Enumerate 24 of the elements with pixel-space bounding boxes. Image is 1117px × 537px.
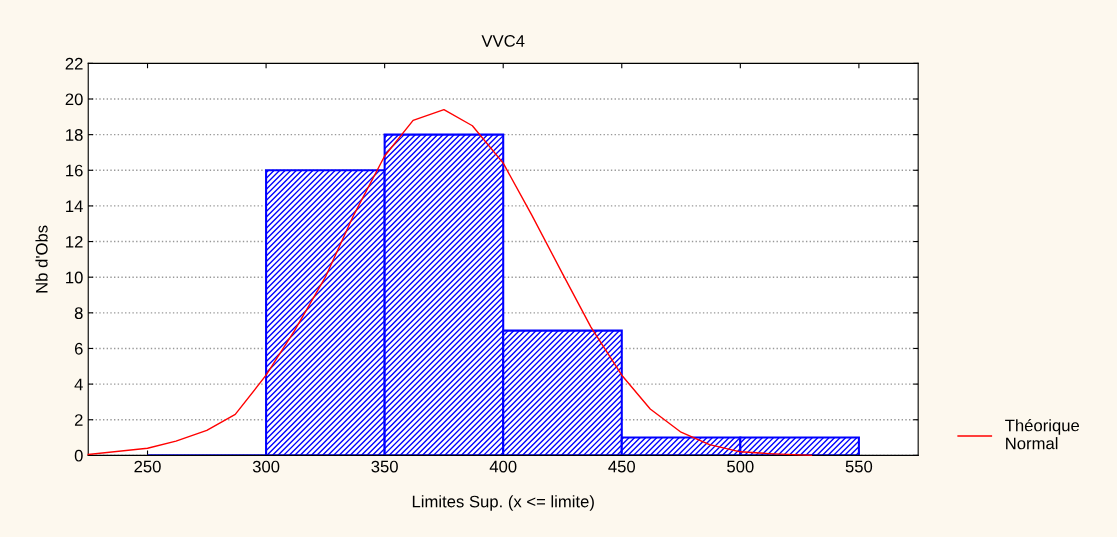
y-tick-label: 4 bbox=[74, 378, 83, 391]
legend-label: Théorique Normal bbox=[1005, 418, 1080, 450]
x-tick-label: 250 bbox=[134, 460, 161, 473]
y-tick-label: 0 bbox=[74, 449, 83, 462]
y-tick-label: 8 bbox=[74, 307, 83, 320]
line-series bbox=[87, 108, 813, 457]
x-axis-title: Limites Sup. (x <= limite) bbox=[412, 495, 594, 511]
y-tick-label: 12 bbox=[66, 235, 83, 248]
y-tick-label: 2 bbox=[74, 414, 83, 426]
y-tick-label: 18 bbox=[66, 129, 83, 141]
y-tick-label: 10 bbox=[66, 271, 83, 284]
chart-title: VVC4 bbox=[481, 35, 525, 47]
x-tick-label: 350 bbox=[371, 460, 398, 473]
x-tick-label: 550 bbox=[845, 460, 873, 473]
x-tick-label: 450 bbox=[608, 460, 636, 473]
y-tick-label: 22 bbox=[65, 57, 83, 70]
y-tick-label: 14 bbox=[66, 200, 83, 212]
x-tick-label: 400 bbox=[489, 460, 517, 473]
y-tick-label: 20 bbox=[65, 93, 83, 106]
x-tick-label: 300 bbox=[252, 460, 280, 473]
y-axis-title: Nb d'Obs bbox=[35, 225, 48, 293]
y-tick-label: 16 bbox=[66, 164, 83, 177]
y-tick-label: 6 bbox=[74, 342, 83, 355]
x-tick-label: 500 bbox=[727, 460, 754, 473]
